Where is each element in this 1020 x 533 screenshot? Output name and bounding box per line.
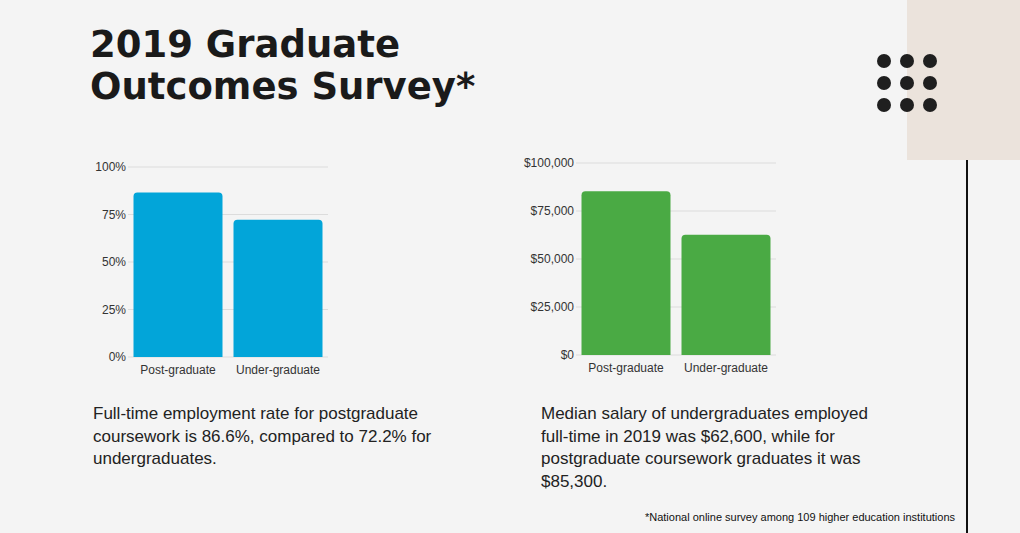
tick-label: 25%: [102, 303, 126, 317]
category-label: Post-graduate: [140, 363, 216, 377]
chart: $0 $25,000 $50,000 $75,000 $100,000 Post-grad…: [524, 156, 776, 375]
category-label: Under-graduate: [684, 361, 768, 375]
decor-dot: [877, 54, 891, 68]
bar: [682, 235, 771, 355]
bar: [582, 191, 671, 355]
decor-line: [966, 160, 968, 533]
decor-dot: [923, 76, 937, 90]
decor-dot: [900, 76, 914, 90]
caption: Full-time employment rate for postgradua…: [93, 403, 433, 471]
tick-label: $50,000: [531, 252, 575, 266]
title: 2019 Graduate Outcomes Survey*: [90, 24, 610, 108]
tick-label: $25,000: [531, 300, 575, 314]
tick-label: $100,000: [524, 156, 574, 170]
category-label: Post-graduate: [588, 361, 664, 375]
decor-dot: [923, 98, 937, 112]
bar: [134, 192, 223, 357]
bars: [582, 191, 771, 355]
tick-label: 0%: [109, 350, 127, 364]
grid-line: [128, 167, 328, 168]
tick-label: 50%: [102, 255, 126, 269]
chart: 0% 25% 50% 75% 100% Post-graduate Under-gradua…: [95, 160, 328, 377]
decor-dot: [900, 98, 914, 112]
tick-label: 75%: [102, 208, 126, 222]
decor-dot: [923, 54, 937, 68]
tick-label: $75,000: [531, 204, 575, 218]
tick-label: $0: [561, 348, 575, 362]
category-label: Under-graduate: [236, 363, 320, 377]
decor-dot: [900, 54, 914, 68]
bars: [134, 192, 323, 357]
decor-box: [907, 0, 1020, 160]
bar: [234, 220, 323, 357]
caption: Median salary of undergraduates employed…: [541, 403, 881, 493]
tick-label: 100%: [95, 160, 126, 174]
decor-dot: [877, 76, 891, 90]
footnote: *National online survey among 109 higher…: [560, 511, 955, 523]
decor-dot: [877, 98, 891, 112]
grid-line: [576, 163, 776, 164]
